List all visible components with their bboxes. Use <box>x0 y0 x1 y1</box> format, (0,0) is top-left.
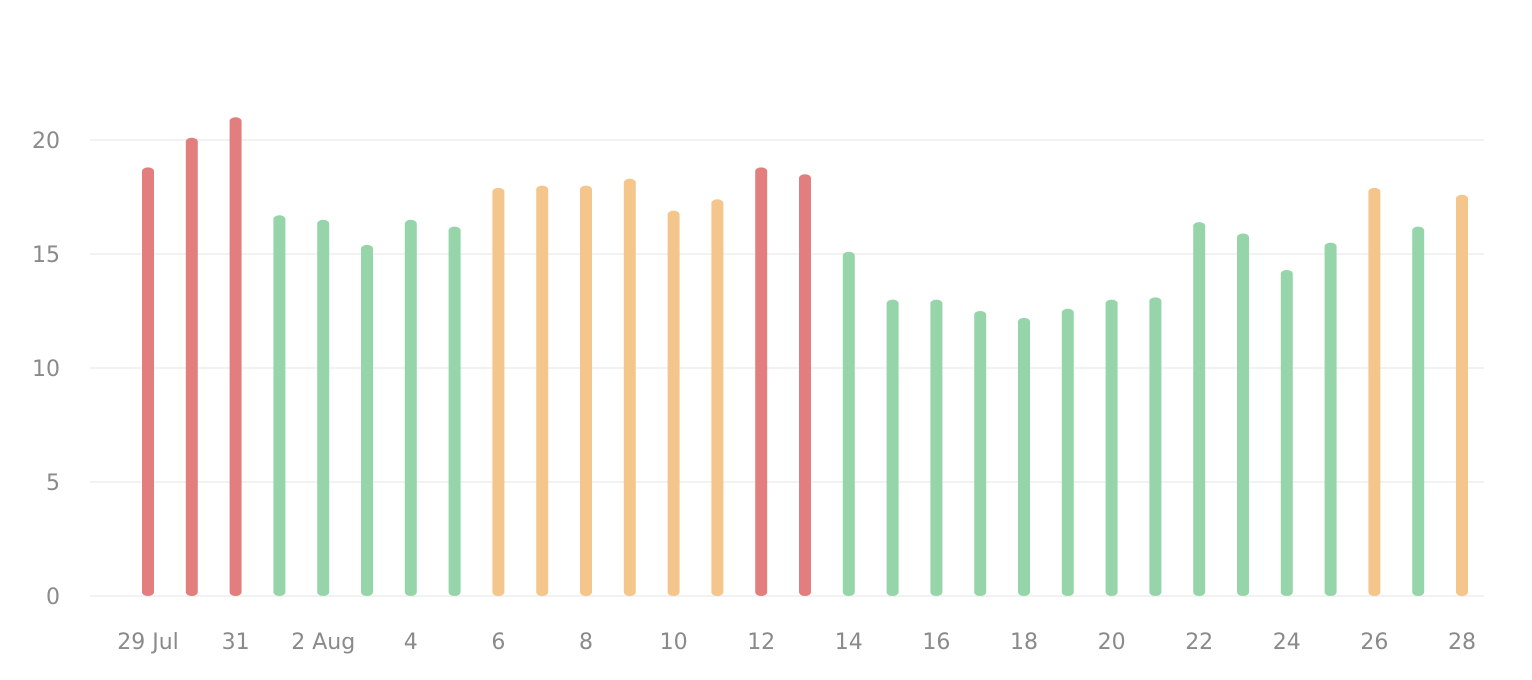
bar-26-aug[interactable] <box>1368 187 1381 596</box>
bar-11-aug[interactable] <box>711 199 724 596</box>
bar-30-jul[interactable] <box>185 137 198 596</box>
x-axis-ticks: 29 Jul 31 2 Aug 4 6 8 10 12 14 16 18 20 22 24 26 28 <box>117 630 1476 655</box>
y-tick-label: 10 <box>32 357 60 382</box>
x-tick-label: 14 <box>835 630 863 655</box>
bar-13-aug[interactable] <box>799 174 811 596</box>
x-tick-label: 20 <box>1098 630 1126 655</box>
bar-8-aug[interactable] <box>580 185 592 596</box>
x-tick-label: 29 Jul <box>117 630 179 655</box>
bar-14-aug[interactable] <box>842 251 855 596</box>
x-tick-label: 8 <box>579 630 593 655</box>
bar-21-aug[interactable] <box>1149 297 1162 596</box>
x-tick-label: 24 <box>1273 630 1301 655</box>
x-tick-label: 6 <box>491 630 505 655</box>
bar-12-aug[interactable] <box>755 167 768 597</box>
x-tick-label: 16 <box>922 630 950 655</box>
x-tick-label: 12 <box>747 630 775 655</box>
y-tick-label: 20 <box>32 129 60 154</box>
bar-23-aug[interactable] <box>1237 233 1249 597</box>
bar-1-aug[interactable] <box>273 215 286 597</box>
bar-19-aug[interactable] <box>1061 308 1074 596</box>
bar-7-aug[interactable] <box>536 185 549 596</box>
bar-22-aug[interactable] <box>1193 222 1206 596</box>
bar-10-aug[interactable] <box>667 210 680 596</box>
bar-17-aug[interactable] <box>974 311 987 596</box>
x-tick-label: 4 <box>404 630 418 655</box>
y-tick-label: 0 <box>46 585 60 610</box>
x-tick-label: 31 <box>222 630 250 655</box>
bar-9-aug[interactable] <box>623 178 636 596</box>
bar-18-aug[interactable] <box>1018 317 1030 596</box>
bar-25-aug[interactable] <box>1324 242 1337 596</box>
y-tick-label: 5 <box>46 471 60 496</box>
bar-4-aug[interactable] <box>404 219 417 597</box>
bar-31-jul[interactable] <box>229 117 242 596</box>
x-tick-label: 22 <box>1185 630 1213 655</box>
bar-29-jul[interactable] <box>142 167 154 597</box>
bar-20-aug[interactable] <box>1105 299 1118 596</box>
bar-28-aug[interactable] <box>1456 194 1468 596</box>
x-tick-label: 28 <box>1448 630 1476 655</box>
bar-5-aug[interactable] <box>448 226 461 596</box>
x-tick-label: 18 <box>1010 630 1038 655</box>
bars <box>142 117 1468 597</box>
bar-24-aug[interactable] <box>1280 269 1293 596</box>
x-tick-label: 2 Aug <box>291 630 355 655</box>
x-tick-label: 10 <box>660 630 688 655</box>
y-tick-label: 15 <box>32 243 60 268</box>
bar-2-aug[interactable] <box>317 219 330 597</box>
bar-27-aug[interactable] <box>1412 226 1425 596</box>
gridlines <box>90 139 1484 597</box>
bar-3-aug[interactable] <box>361 244 373 596</box>
bar-15-aug[interactable] <box>886 299 899 596</box>
y-axis-ticks: 0 5 10 15 20 <box>32 129 60 610</box>
bar-6-aug[interactable] <box>492 187 505 596</box>
bar-16-aug[interactable] <box>930 299 943 596</box>
x-tick-label: 26 <box>1360 630 1388 655</box>
